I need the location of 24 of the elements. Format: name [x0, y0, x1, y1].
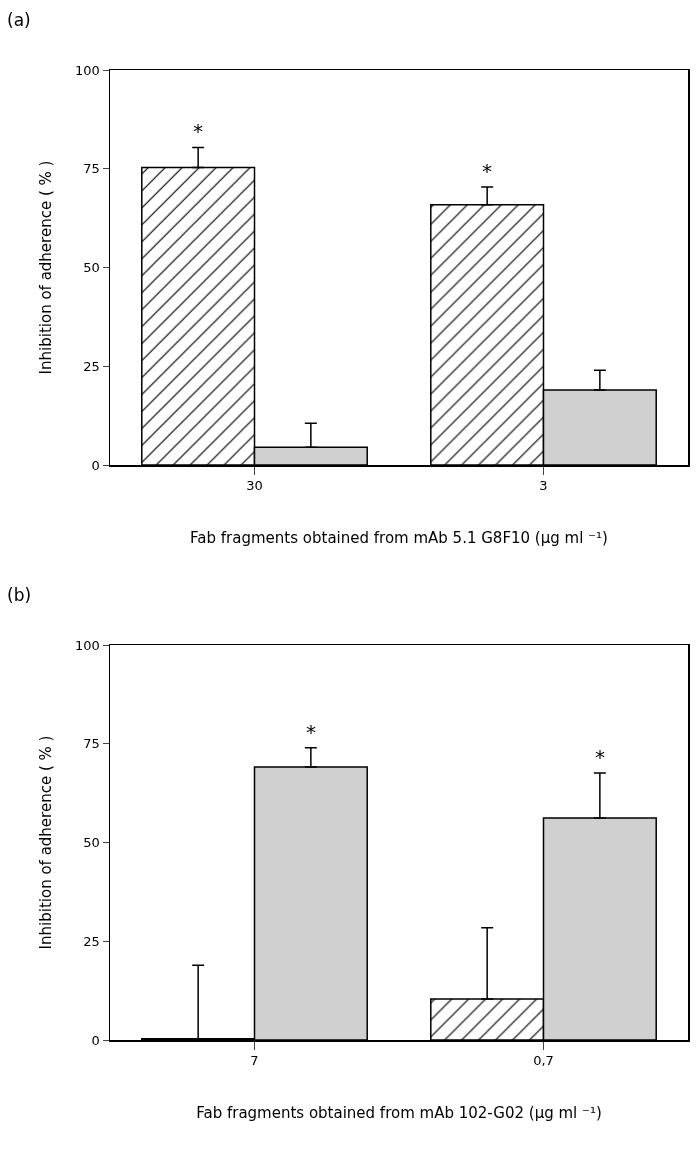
x-tick-label: 7 [250, 1053, 259, 1069]
data-label: * [595, 745, 605, 769]
y-tick-label: 100 [75, 637, 100, 653]
y-tick-label: 0 [91, 1032, 100, 1048]
y-tick-label: 25 [83, 358, 100, 374]
x-axis-title: Fab fragments obtained from mAb 5.1 G8F10 (µg ml ⁻¹) [190, 528, 608, 547]
chart-title: (b) [7, 585, 32, 606]
data-label: * [482, 159, 492, 183]
y-tick-label: 0 [91, 457, 100, 473]
y-tick-label: 50 [83, 260, 100, 276]
y-tick-label: 75 [83, 161, 100, 177]
data-label: * [193, 119, 203, 143]
y-tick-label: 100 [75, 62, 100, 78]
x-tick-label: 0,7 [533, 1053, 554, 1069]
data-label: * [306, 720, 316, 744]
y-tick-label: 75 [83, 736, 100, 752]
x-axis-title: Fab fragments obtained from mAb 102-G02 (µg ml ⁻¹) [196, 1103, 602, 1122]
y-tick-label: 25 [83, 933, 100, 949]
y-axis-title: Inhibition of adherence ( % ) [36, 735, 55, 950]
y-axis-title: Inhibition of adherence ( % ) [36, 160, 55, 375]
chart-title: (a) [7, 10, 31, 31]
y-tick-label: 50 [83, 835, 100, 851]
x-tick-label: 30 [246, 478, 263, 494]
x-tick-label: 3 [539, 478, 548, 494]
